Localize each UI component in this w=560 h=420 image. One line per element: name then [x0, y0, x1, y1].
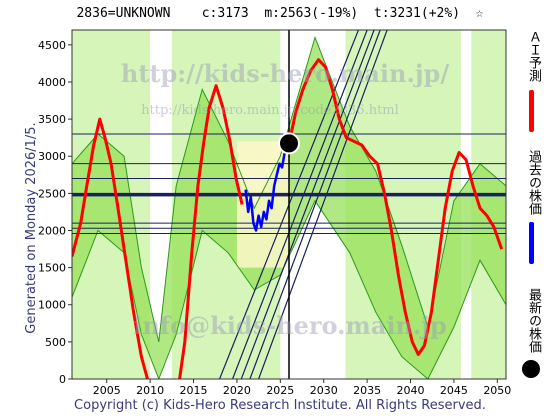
trend-line-1	[232, 30, 368, 379]
y-tick-label-1000: 1000	[38, 299, 66, 312]
y-tick-label-3500: 3500	[38, 113, 66, 126]
band-lower-line	[72, 199, 506, 379]
past-price-highlight	[236, 141, 289, 268]
stock-code: 2836=UNKNOWN	[76, 6, 171, 21]
target-price: t:3231(+2%)	[373, 6, 461, 21]
y-tick-label-2000: 2000	[38, 224, 66, 237]
ai-forecast-line-0	[72, 117, 149, 379]
legend-ai-forecast-label: ＡＩ予測	[526, 30, 541, 82]
y-tick-label-4500: 4500	[38, 39, 66, 52]
plot-frame	[71, 29, 507, 380]
y-tick-label-3000: 3000	[38, 150, 66, 163]
x-tick-label-2005: 2005	[93, 384, 121, 397]
x-tick-label-2010: 2010	[136, 384, 164, 397]
y-tick-label-500: 500	[45, 336, 66, 349]
ai-forecast-line-1	[178, 84, 244, 379]
x-tick-label-2035: 2035	[353, 384, 381, 397]
y-tick-label-1500: 1500	[38, 262, 66, 275]
trend-line-3	[249, 30, 381, 379]
x-tick-label-2050: 2050	[483, 384, 511, 397]
star-icon[interactable]: ☆	[475, 6, 484, 21]
x-tick-label-2020: 2020	[223, 384, 251, 397]
legend: ＡＩ予測 過去の株価 最新の株価	[512, 26, 552, 396]
middle-price: m:2563(-19%)	[264, 6, 359, 21]
trend-line-2	[240, 30, 375, 379]
x-tick-label-2025: 2025	[266, 384, 294, 397]
past-price-line	[244, 143, 291, 232]
watermark-code-url: http://kids-hero.main.jp/code2836.html	[141, 103, 399, 118]
x-tick-label-2015: 2015	[180, 384, 208, 397]
x-tick-label-2040: 2040	[397, 384, 425, 397]
generated-date-label: Generated on Monday 2026/1/5.	[24, 122, 39, 334]
legend-past-price-swatch	[529, 222, 534, 264]
x-tick-label-2045: 2045	[440, 384, 468, 397]
legend-latest-price-label: 最新の株価	[526, 288, 541, 353]
legend-past-price-label: 過去の株価	[526, 150, 541, 215]
chart-header: 2836=UNKNOWN c:3173 m:2563(-19%) t:3231(…	[0, 6, 560, 21]
latest-price-marker	[278, 132, 300, 155]
copyright-footer: Copyright (c) Kids-Hero Research Institu…	[74, 398, 486, 413]
x-tick-label-2030: 2030	[310, 384, 338, 397]
y-tick-label-4000: 4000	[38, 76, 66, 89]
legend-latest-price-marker	[522, 360, 540, 378]
watermark-url: http://kids-hero.main.jp/	[121, 59, 449, 88]
y-tick-label-2500: 2500	[38, 187, 66, 200]
y-tick-label-0: 0	[59, 373, 66, 386]
ai-forecast-line-2	[287, 58, 504, 356]
trend-line-4	[258, 30, 388, 379]
current-price: c:3173	[201, 6, 249, 21]
watermark-group: http://kids-hero.main.jp/http://kids-her…	[121, 59, 449, 340]
legend-ai-forecast-swatch	[529, 90, 534, 132]
watermark-email: info@kids-hero.main.jp	[133, 311, 447, 340]
